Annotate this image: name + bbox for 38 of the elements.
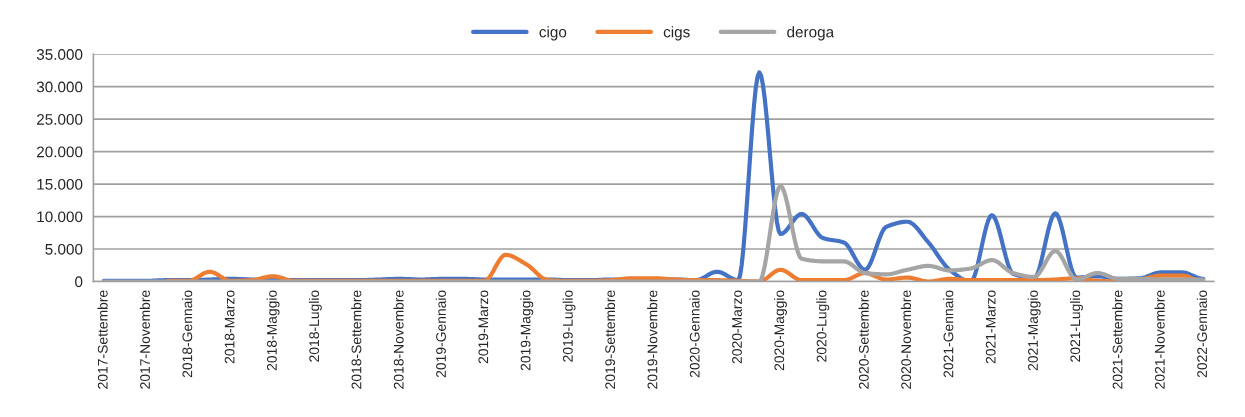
y-tick-label: 0 [75, 276, 83, 288]
y-tick-label: 35.000 [36, 49, 83, 60]
x-tick-label: 2021-Maggio [1027, 290, 1041, 371]
x-tick-label: 2021-Settembre [1112, 290, 1123, 389]
x-tick-label: 2021-Novembre [1154, 290, 1165, 389]
x-tick-label: 2021-Marzo [985, 290, 996, 364]
x-tick-label: 2018-Novembre [393, 290, 404, 389]
x-tick-label: 2021-Luglio [1069, 290, 1083, 362]
x-tick-label: 2020-Gennaio [689, 290, 700, 378]
x-tick-label: 2019-Settembre [604, 290, 616, 389]
x-tick-label: 2020-Marzo [732, 290, 742, 364]
x-tick-label: 2019-Marzo [478, 290, 489, 364]
x-tick-label: 2020-Maggio [774, 290, 787, 371]
y-tick-label: 30.000 [36, 81, 83, 93]
x-tick-label: 2018-Maggio [266, 290, 280, 371]
x-tick-label: 2018-Gennaio [182, 290, 193, 378]
x-tick-label: 2018-Luglio [308, 290, 322, 362]
x-tick-label: 2021-Gennaio [943, 290, 954, 378]
y-tick-label: 10.000 [37, 211, 83, 223]
x-tick-label: 2019-Novembre [647, 290, 658, 389]
x-tick-label: 2020-Novembre [900, 290, 912, 389]
y-tick-label: 5.000 [45, 243, 83, 255]
x-tick-label: 2017-Novembre [139, 290, 150, 389]
x-tick-label: 2017-Settembre [97, 290, 108, 389]
legend-label: cigo [539, 26, 567, 41]
x-tick-label: 2022-Gennaio [1196, 290, 1208, 378]
legend-label: cigs [663, 26, 690, 41]
y-tick-label: 15.000 [37, 178, 83, 190]
x-tick-label: 2018-Settembre [351, 290, 362, 389]
legend-label: deroga [787, 26, 835, 41]
x-tick-label: 2020-Settembre [858, 290, 869, 389]
x-tick-label: 2020-Luglio [816, 290, 830, 362]
x-tick-label: 2018-Marzo [224, 290, 235, 364]
y-tick-label: 20.000 [37, 146, 83, 158]
x-tick-label: 2019-Maggio [520, 290, 534, 371]
x-tick-label: 2019-Gennaio [435, 290, 446, 378]
x-tick-label: 2019-Luglio [562, 290, 576, 362]
y-tick-label: 25.000 [37, 114, 83, 125]
